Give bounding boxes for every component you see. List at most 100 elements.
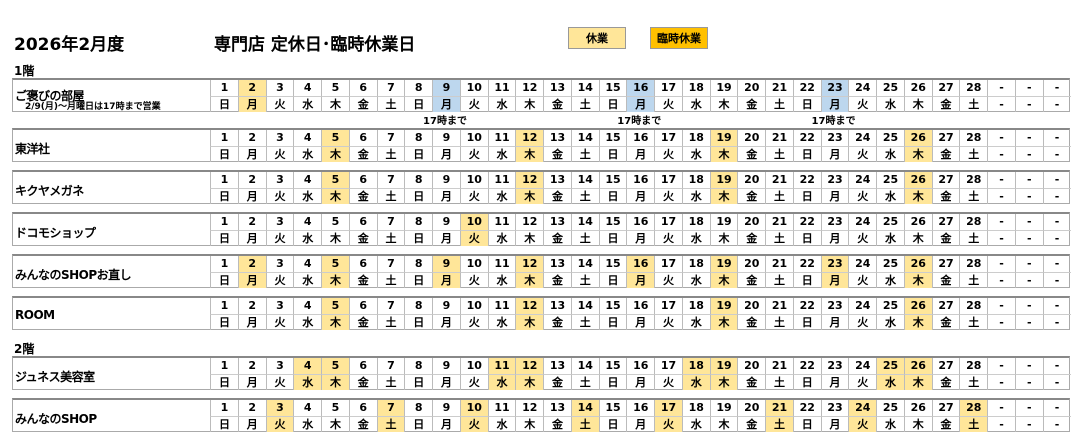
- day-cell: 15: [598, 298, 627, 314]
- weekday-cell: 木: [515, 374, 544, 390]
- day-cell: 19: [709, 298, 738, 314]
- weekday-cell: 日: [792, 272, 821, 288]
- day-cell: 17: [654, 358, 682, 374]
- page-title: 専門店 定休日･臨時休業日: [214, 35, 416, 55]
- day-cell: 10: [459, 130, 488, 146]
- shop-row: ROOM 1 日 2 月 3 火 4 水 5 木 6 金 7 土 8 日 9 月 10 火 11 水 12 木 13 金 14 土 15 日…: [12, 296, 1071, 330]
- weekday-cell: 日: [598, 374, 627, 390]
- day-cell: 7: [376, 130, 405, 146]
- day-cell: 28: [959, 298, 987, 314]
- weekday-cell: 火: [848, 146, 877, 162]
- day-cell: 5: [321, 358, 349, 374]
- weekday-cell: 水: [681, 416, 710, 432]
- weekday-cell: 火: [654, 416, 682, 432]
- day-cell: 14: [570, 400, 599, 416]
- weekday-cell: 火: [265, 314, 294, 330]
- day-cell: 1: [210, 214, 238, 230]
- day-cell: 16: [626, 214, 654, 230]
- weekday-cell: 土: [959, 314, 988, 330]
- weekday-cell: 木: [709, 374, 738, 390]
- weekday-cell: 土: [765, 230, 793, 246]
- day-cell: 22: [792, 214, 821, 230]
- weekday-cell: 月: [626, 272, 655, 288]
- day-cell: 2: [237, 130, 266, 146]
- weekday-cell: 木: [515, 96, 544, 112]
- day-cell: 15: [598, 214, 627, 230]
- weekday-cell: 水: [293, 146, 322, 162]
- day-cell: 12: [515, 358, 544, 374]
- weekday-cell: 土: [376, 96, 405, 112]
- day-cell: -: [987, 172, 1015, 188]
- weekday-cell: 火: [459, 230, 488, 246]
- shop-name: ご褒びの部屋: [15, 89, 85, 103]
- weekday-cell: 水: [876, 96, 904, 112]
- day-cell: 13: [543, 256, 571, 272]
- day-cell: 4: [293, 298, 321, 314]
- weekday-cell: 月: [432, 146, 460, 162]
- day-cell: 14: [570, 214, 599, 230]
- day-cell: 2: [237, 298, 266, 314]
- day-cell: 1: [210, 256, 238, 272]
- weekday-cell: 日: [404, 96, 433, 112]
- weekday-cell: 火: [459, 374, 488, 390]
- weekday-cell: -: [987, 314, 1015, 330]
- weekday-cell: -: [1042, 416, 1071, 432]
- weekday-cell: -: [1042, 188, 1071, 204]
- weekday-cell: 土: [765, 416, 793, 432]
- weekday-cell: 火: [265, 230, 294, 246]
- day-cell: 18: [681, 256, 710, 272]
- day-cell: 8: [404, 130, 432, 146]
- weekday-cell: 水: [487, 188, 516, 204]
- day-cell: 9: [432, 80, 460, 96]
- day-cell: 25: [876, 400, 904, 416]
- day-cell: 6: [348, 172, 377, 188]
- shop-name: 東洋社: [15, 142, 50, 156]
- day-cell: 15: [598, 172, 627, 188]
- weekday-cell: 金: [931, 314, 960, 330]
- day-cell: 17: [654, 298, 682, 314]
- weekday-cell: 土: [570, 272, 599, 288]
- weekday-cell: -: [987, 416, 1015, 432]
- weekday-cell: 金: [348, 188, 377, 204]
- weekday-cell: 水: [681, 188, 710, 204]
- weekday-cell: 日: [210, 188, 238, 204]
- weekday-cell: 月: [820, 272, 849, 288]
- weekday-cell: 月: [237, 96, 266, 112]
- weekday-cell: 金: [931, 374, 960, 390]
- day-cell: 9: [432, 172, 460, 188]
- weekday-cell: 月: [432, 416, 460, 432]
- weekday-cell: 土: [570, 96, 599, 112]
- weekday-cell: 日: [598, 230, 627, 246]
- weekday-cell: 火: [265, 146, 294, 162]
- day-cell: 22: [792, 172, 821, 188]
- weekday-cell: 水: [876, 272, 904, 288]
- day-cell: 16: [626, 256, 655, 272]
- day-cell: 23: [820, 400, 849, 416]
- weekday-cell: 日: [598, 96, 627, 112]
- weekday-cell: 火: [654, 96, 682, 112]
- weekday-cell: 木: [515, 146, 544, 162]
- weekday-cell: 日: [792, 314, 821, 330]
- day-cell: 21: [765, 80, 793, 96]
- weekday-cell: 金: [737, 416, 766, 432]
- day-cell: 26: [903, 172, 932, 188]
- day-cell: -: [987, 256, 1015, 272]
- day-cell: 25: [876, 256, 904, 272]
- weekday-cell: 火: [265, 272, 294, 288]
- legend-holiday: 休業: [568, 27, 626, 49]
- weekday-cell: 月: [820, 230, 849, 246]
- day-cell: 26: [903, 400, 932, 416]
- day-cell: 10: [459, 256, 488, 272]
- day-cell: 9: [432, 130, 460, 146]
- day-cell: 16: [626, 358, 654, 374]
- weekday-cell: 土: [570, 314, 599, 330]
- weekday-cell: 木: [321, 146, 349, 162]
- weekday-cell: 水: [681, 230, 710, 246]
- day-cell: 20: [737, 214, 765, 230]
- day-cell: 15: [598, 256, 627, 272]
- weekday-cell: 木: [321, 314, 349, 330]
- day-cell: 3: [265, 298, 294, 314]
- weekday-cell: -: [1014, 188, 1043, 204]
- weekday-cell: 水: [681, 314, 710, 330]
